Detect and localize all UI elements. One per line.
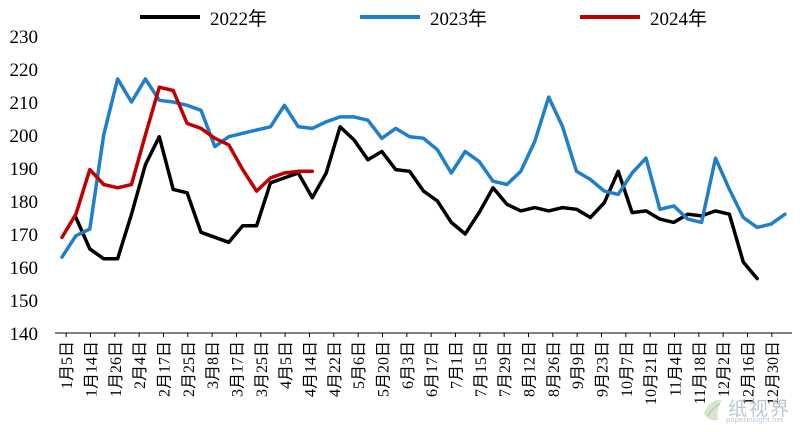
series-line-2022年 (74, 125, 759, 281)
y-tick-label: 200 (10, 126, 39, 147)
legend-label-2023: 2023年 (430, 8, 488, 30)
x-axis-ticks: 1月5日 1月14日 1月26日 2月4日 2月17日 2月25日 3月8日 3月17日 3月2… (59, 333, 782, 405)
series-line-2024年 (60, 85, 315, 240)
x-tick-label: 12月2日 (716, 341, 733, 397)
x-tick-label: 12月16日 (741, 341, 758, 405)
x-tick-label: 7月15日 (473, 341, 490, 397)
y-tick-label: 180 (10, 192, 39, 213)
y-tick-label: 220 (10, 60, 39, 81)
legend-swatch-2022 (140, 15, 200, 19)
y-tick-label: 210 (10, 93, 39, 114)
y-tick-label: 140 (10, 324, 39, 345)
legend-label-2022: 2022年 (210, 8, 268, 30)
chart-legend: 2022年 2023年 2024年 (0, 4, 800, 30)
watermark-logo: 纸视界 paperinsight.net (700, 392, 796, 428)
x-tick-label: 7月1日 (448, 341, 465, 389)
x-tick-label: 4月5日 (278, 341, 295, 389)
x-tick-label: 6月3日 (400, 341, 417, 389)
series-line-2023年 (60, 77, 787, 259)
x-tick-label: 11月4日 (667, 341, 684, 396)
legend-swatch-2023 (360, 15, 420, 19)
watermark-subtext: paperinsight.net (726, 416, 784, 424)
x-tick-label: 3月25日 (254, 341, 271, 397)
x-tick-label: 2月4日 (132, 341, 149, 389)
legend-item-2024: 2024年 (580, 4, 707, 30)
watermark-text: 纸视界 (728, 398, 792, 420)
x-tick-label: 10月7日 (619, 341, 636, 397)
chart-series (60, 77, 787, 281)
y-tick-label: 190 (10, 159, 39, 180)
x-tick-label: 5月20日 (375, 341, 392, 397)
x-tick-label: 5月6日 (351, 341, 368, 389)
x-tick-label: 9月23日 (594, 341, 611, 397)
legend-swatch-2024 (580, 15, 640, 19)
x-tick-label: 9月9日 (570, 341, 587, 389)
legend-item-2022: 2022年 (140, 4, 267, 30)
x-tick-label: 2月17日 (156, 341, 173, 397)
x-tick-label: 1月5日 (59, 341, 76, 389)
x-tick-label: 12月30日 (765, 341, 782, 405)
x-tick-label: 4月22日 (327, 341, 344, 397)
x-tick-label: 4月14日 (302, 341, 319, 397)
legend-item-2023: 2023年 (360, 4, 487, 30)
x-tick-label: 8月12日 (521, 341, 538, 397)
x-tick-label: 11月18日 (692, 341, 709, 404)
y-tick-label: 230 (10, 27, 39, 48)
watermark-icon (704, 399, 722, 421)
x-tick-label: 3月8日 (205, 341, 222, 389)
x-tick-label: 7月29日 (497, 341, 514, 397)
y-tick-label: 150 (10, 291, 39, 312)
legend-label-2024: 2024年 (650, 8, 708, 30)
x-tick-label: 1月26日 (108, 341, 125, 397)
x-tick-label: 3月17日 (229, 341, 246, 397)
y-tick-label: 170 (10, 225, 39, 246)
x-tick-label: 1月14日 (83, 341, 100, 397)
x-tick-label: 2月25日 (181, 341, 198, 397)
x-tick-label: 6月17日 (424, 341, 441, 397)
x-tick-label: 8月26日 (546, 341, 563, 397)
y-tick-label: 160 (10, 258, 39, 279)
x-tick-label: 10月21日 (643, 341, 660, 405)
y-axis-ticks: 140 150 160 170 180 190 200 210 220 230 (10, 27, 39, 345)
